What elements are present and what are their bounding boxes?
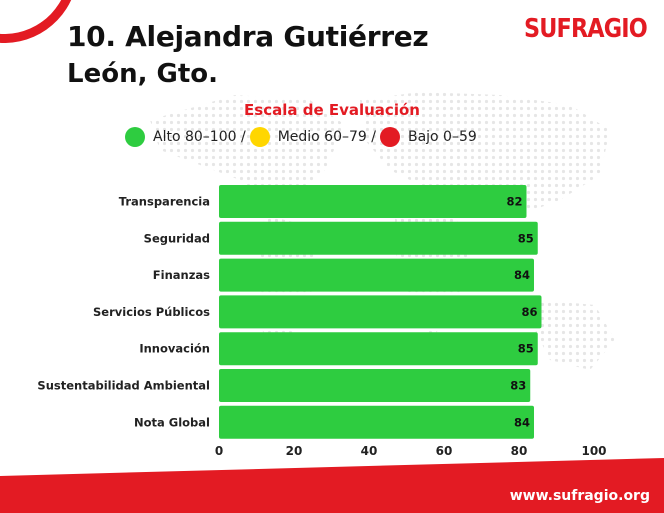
- green-dot-icon: [125, 127, 145, 147]
- red-dot-icon: [379, 127, 400, 147]
- category-label: Nota Global: [134, 415, 210, 429]
- candidate-title: 10. Alejandra Gutiérrez: [67, 20, 429, 53]
- category-label: Finanzas: [153, 268, 210, 282]
- candidate-location: León, Gto.: [67, 59, 219, 89]
- category-label: Sustentabilidad Ambiental: [37, 379, 210, 393]
- category-label: Servicios Públicos: [93, 305, 210, 319]
- bar-value-label: 82: [506, 195, 522, 209]
- footer-website-link[interactable]: www.sufragio.org: [509, 488, 650, 504]
- x-tick-label: 20: [286, 444, 303, 458]
- x-tick-label: 0: [215, 444, 223, 458]
- legend-label-bajo: Bajo 0–59: [407, 129, 477, 145]
- bar: [219, 295, 542, 329]
- legend-item-alto: Alto 80–100 /: [125, 127, 246, 147]
- bar: [219, 221, 538, 255]
- sufragio-logo: SUFRAGIO: [524, 14, 648, 44]
- category-label: Innovación: [139, 342, 210, 356]
- category-label: Seguridad: [144, 231, 210, 245]
- scale-title: Escala de Evaluación: [244, 101, 420, 119]
- legend-item-medio: Medio 60–79 /: [249, 127, 376, 147]
- legend-label-medio: Medio 60–79 /: [277, 129, 376, 145]
- scale-legend: Alto 80–100 / Medio 60–79 / Bajo 0–59: [125, 126, 481, 148]
- legend-item-bajo: Bajo 0–59: [379, 127, 477, 147]
- x-tick-label: 40: [361, 444, 378, 458]
- yellow-dot-icon: [249, 127, 270, 147]
- bar-value-label: 84: [514, 415, 530, 429]
- x-tick-label: 60: [436, 444, 453, 458]
- bar-value-label: 84: [514, 268, 530, 282]
- legend-label-alto: Alto 80–100 /: [153, 129, 246, 145]
- bar: [219, 405, 534, 439]
- bar-value-label: 86: [521, 305, 537, 319]
- x-tick-label: 80: [511, 444, 528, 458]
- category-label: Transparencia: [119, 195, 210, 209]
- bar-value-label: 83: [510, 379, 526, 393]
- bar: [219, 332, 538, 366]
- bar-value-label: 85: [518, 342, 534, 356]
- bar: [219, 369, 531, 402]
- bar: [219, 185, 527, 218]
- bar-value-label: 85: [518, 231, 534, 245]
- x-tick-label: 100: [581, 444, 606, 458]
- bar: [219, 258, 534, 292]
